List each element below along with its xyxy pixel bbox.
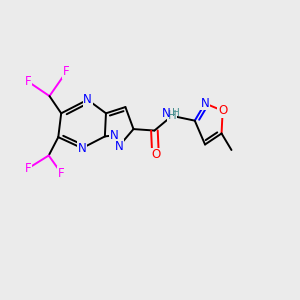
Text: N: N	[114, 140, 123, 153]
Text: N: N	[162, 107, 170, 120]
Text: N: N	[110, 129, 118, 142]
Text: N: N	[83, 93, 92, 106]
Text: F: F	[63, 65, 70, 78]
Text: F: F	[25, 75, 31, 88]
Text: O: O	[218, 104, 227, 117]
Text: H: H	[172, 108, 180, 118]
Text: O: O	[151, 148, 160, 161]
Text: H: H	[168, 110, 176, 122]
Text: F: F	[58, 167, 64, 180]
Text: F: F	[25, 162, 32, 175]
Text: N: N	[201, 97, 209, 110]
Text: O: O	[151, 148, 160, 161]
Text: N: N	[78, 142, 86, 155]
